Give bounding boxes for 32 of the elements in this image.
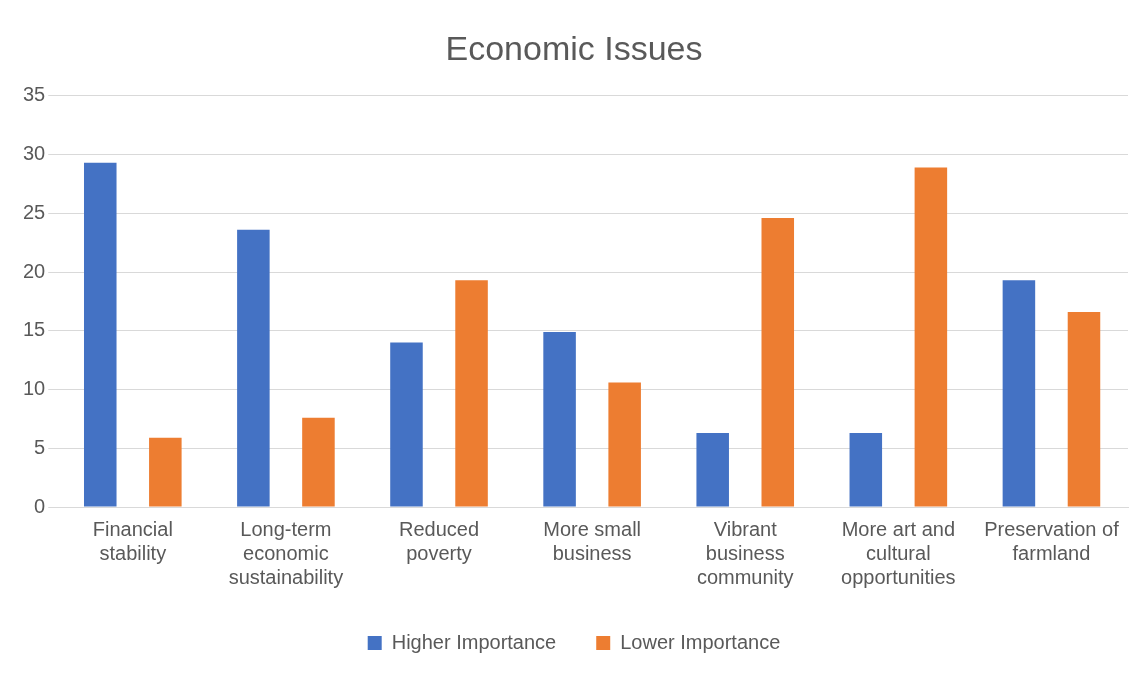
legend-label: Higher Importance (391, 630, 557, 653)
y-tick-label: 30 (23, 142, 46, 165)
y-tick-label: 15 (23, 318, 46, 341)
bar (302, 417, 335, 507)
bar (1002, 280, 1036, 507)
x-tick-label: Vibrant business community (696, 517, 794, 588)
bar (696, 432, 729, 507)
bar (543, 331, 576, 507)
bar (761, 217, 795, 507)
x-tick-label: More small business (543, 517, 642, 564)
y-tick-label: 5 (34, 435, 46, 458)
y-tick-label: 25 (23, 200, 46, 223)
legend-label: Lower Importance (620, 630, 781, 653)
bar (84, 162, 117, 507)
x-tick-label: Preservation of farmland (984, 517, 1120, 564)
bar (237, 229, 270, 507)
x-tick-label: Financial stability (92, 517, 173, 564)
bar (1067, 311, 1101, 507)
bar (390, 342, 423, 507)
chart-title: Economic Issues (445, 28, 703, 67)
y-tick-label: 0 (34, 494, 46, 517)
bar (914, 167, 948, 507)
y-tick-label: 20 (23, 259, 46, 282)
x-tick-label: Long-term economic sustainability (228, 517, 344, 588)
x-tick-label: Reduced poverty (398, 517, 480, 564)
bar (455, 280, 488, 507)
x-tick-label: More art and cultural opportunities (841, 517, 956, 588)
bar (149, 437, 182, 507)
y-tick-label: 10 (23, 377, 46, 400)
y-tick-label: 35 (23, 83, 46, 106)
bar (608, 382, 641, 507)
bar (849, 432, 883, 507)
